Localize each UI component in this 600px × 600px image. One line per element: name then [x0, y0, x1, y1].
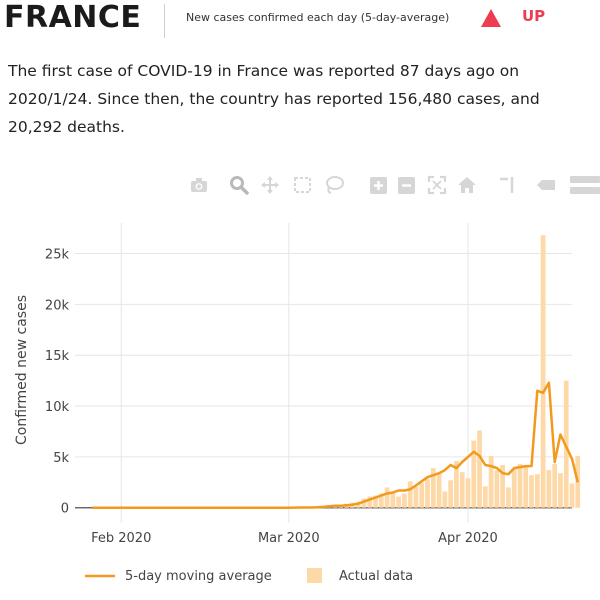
lasso-select-icon[interactable] — [323, 174, 345, 196]
bar — [558, 473, 563, 508]
bar — [390, 491, 396, 508]
spike-lines-icon[interactable] — [496, 174, 518, 196]
y-axis-label: Confirmed new cases — [14, 295, 30, 445]
bar — [540, 235, 546, 508]
reset-axes-icon[interactable] — [456, 174, 478, 196]
cases-chart[interactable]: Confirmed new cases 0 5k 10k 15k 20k 25k Feb … — [0, 205, 600, 560]
country-title: FRANCE — [4, 0, 142, 35]
header: FRANCE New cases confirmed each day (5-d… — [0, 0, 600, 44]
x-tick-label: Mar 2020 — [258, 531, 320, 546]
bar — [477, 430, 482, 508]
bar — [378, 493, 384, 508]
hover-compare-icon[interactable] — [568, 174, 600, 196]
bar — [407, 481, 413, 508]
bar — [552, 464, 558, 508]
bar — [517, 464, 523, 508]
legend-label-moving-average: 5-day moving average — [125, 569, 272, 584]
triangle-up-icon — [481, 9, 501, 27]
y-tick-label: 5k — [53, 451, 69, 466]
trend-label: UP — [522, 7, 546, 25]
chart-modebar — [180, 174, 600, 198]
legend-line-swatch — [85, 574, 115, 578]
bar — [500, 465, 506, 508]
bar — [569, 483, 575, 508]
legend-bar-swatch — [307, 568, 322, 583]
bar — [425, 479, 430, 508]
bars-actual-data — [72, 235, 581, 508]
bar — [511, 469, 517, 508]
bar — [523, 466, 529, 508]
bar — [373, 495, 378, 508]
zoom-icon[interactable] — [228, 174, 250, 196]
bar — [459, 472, 465, 508]
zoom-in-icon[interactable] — [368, 174, 390, 196]
y-tick-labels: 0 5k 10k 15k 20k 25k — [45, 248, 70, 517]
pan-icon[interactable] — [259, 174, 281, 196]
camera-icon[interactable] — [188, 174, 210, 196]
summary-text: The first case of COVID-19 in France was… — [8, 62, 540, 136]
line-moving-average — [92, 381, 580, 509]
bar — [396, 496, 401, 508]
bar — [534, 474, 540, 508]
bar — [488, 455, 494, 508]
bar — [430, 468, 436, 508]
metric-label: New cases confirmed each day (5-day-aver… — [186, 11, 450, 24]
bar — [448, 480, 454, 508]
x-tick-label: Feb 2020 — [91, 531, 151, 546]
y-tick-label: 20k — [45, 298, 70, 313]
zoom-out-icon[interactable] — [396, 174, 418, 196]
bar — [529, 475, 534, 508]
hover-closest-icon[interactable] — [535, 174, 557, 196]
bar — [465, 478, 471, 508]
x-tick-label: Apr 2020 — [438, 531, 498, 546]
bar — [471, 440, 477, 508]
bar — [454, 460, 459, 508]
x-tick-labels: Feb 2020 Mar 2020 Apr 2020 — [91, 531, 498, 546]
bar — [361, 498, 367, 508]
bar — [494, 470, 500, 508]
bar — [367, 496, 373, 508]
y-tick-label: 25k — [45, 248, 70, 263]
bar — [482, 486, 488, 508]
y-tick-label: 15k — [45, 349, 70, 364]
box-select-icon[interactable] — [292, 174, 314, 196]
bar — [384, 487, 390, 508]
bar — [436, 473, 442, 508]
bar — [442, 491, 448, 508]
bar — [402, 493, 407, 508]
autoscale-icon[interactable] — [426, 174, 448, 196]
bar — [506, 487, 511, 508]
bar — [419, 483, 425, 508]
header-divider — [164, 4, 165, 38]
bar — [546, 470, 552, 508]
y-tick-label: 10k — [45, 400, 70, 415]
bar — [413, 486, 419, 508]
moving-average-line — [92, 381, 580, 509]
legend-label-actual-data: Actual data — [339, 569, 414, 584]
grid-lines — [75, 223, 572, 523]
y-tick-label: 0 — [61, 502, 69, 517]
